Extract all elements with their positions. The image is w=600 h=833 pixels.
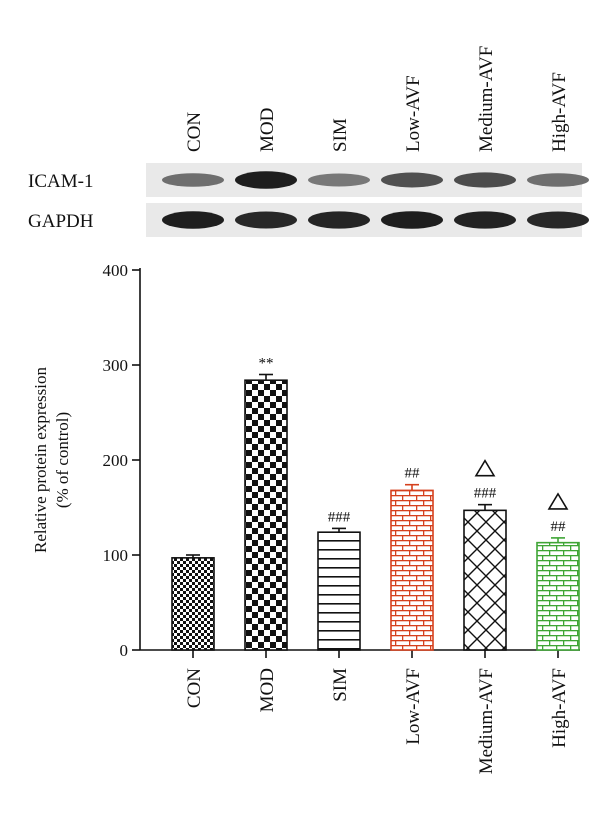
significance-marker: ###: [474, 486, 497, 502]
y-tick-label: 100: [103, 546, 129, 565]
bar: [317, 531, 361, 651]
triangle-marker: [474, 459, 496, 477]
blot-band: [308, 211, 370, 229]
y-axis: 0 100 200 300 400: [103, 261, 141, 660]
bar: [390, 489, 434, 651]
blot-lane-label: Medium-AVF: [476, 46, 497, 152]
blot-panel: ICAM-1 GAPDH: [28, 163, 589, 237]
triangle-marker: [547, 492, 569, 510]
y-tick-label: 300: [103, 356, 129, 375]
x-tick-labels: CON MOD SIM Low-AVF Medium-AVF High-AVF: [184, 668, 570, 775]
blot-lane-labels: CON MOD SIM Low-AVF Medium-AVF High-AVF: [184, 46, 570, 152]
blot-row-label: GAPDH: [28, 211, 94, 232]
y-tick-label: 200: [103, 451, 129, 470]
blot-band: [162, 211, 224, 229]
blot-band: [162, 173, 224, 187]
significance-marker: ##: [405, 466, 421, 482]
bar: [171, 557, 215, 651]
blot-band: [235, 171, 297, 189]
x-tick-label: High-AVF: [549, 668, 570, 748]
y-tick-label: 400: [103, 261, 129, 280]
blot-lane-label: Low-AVF: [403, 75, 424, 152]
blot-lane-label: MOD: [257, 108, 278, 152]
blot-lane-label: SIM: [330, 118, 351, 152]
blot-band: [308, 173, 370, 187]
blot-band: [454, 211, 516, 229]
blot-lane-label: CON: [184, 112, 205, 152]
blot-row-label: ICAM-1: [28, 171, 93, 192]
significance-marker: ##: [551, 519, 567, 535]
significance-annotations: **##########: [259, 356, 569, 535]
significance-marker: ###: [328, 509, 351, 525]
bar: [244, 379, 288, 651]
x-tick-label: Low-AVF: [403, 668, 424, 745]
x-tick-label: MOD: [257, 668, 278, 712]
blot-band: [527, 211, 589, 229]
bars: [171, 373, 580, 651]
blot-lane-label: High-AVF: [549, 72, 570, 152]
blot-band: [381, 211, 443, 229]
x-axis: [140, 649, 580, 658]
bar: [463, 509, 507, 651]
blot-band: [527, 173, 589, 187]
bar: [536, 541, 580, 651]
x-tick-label: SIM: [330, 668, 351, 702]
y-tick-label: 0: [120, 641, 129, 660]
x-tick-label: CON: [184, 668, 205, 708]
blot-band: [381, 172, 443, 188]
x-tick-label: Medium-AVF: [476, 668, 497, 774]
y-axis-label: Relative protein expression: [31, 367, 50, 554]
blot-band: [235, 211, 297, 229]
y-axis-label-unit: (% of control): [53, 412, 72, 508]
bar-chart: Relative protein expression (% of contro…: [31, 261, 580, 774]
blot-band: [454, 172, 516, 188]
significance-marker: **: [259, 356, 274, 372]
